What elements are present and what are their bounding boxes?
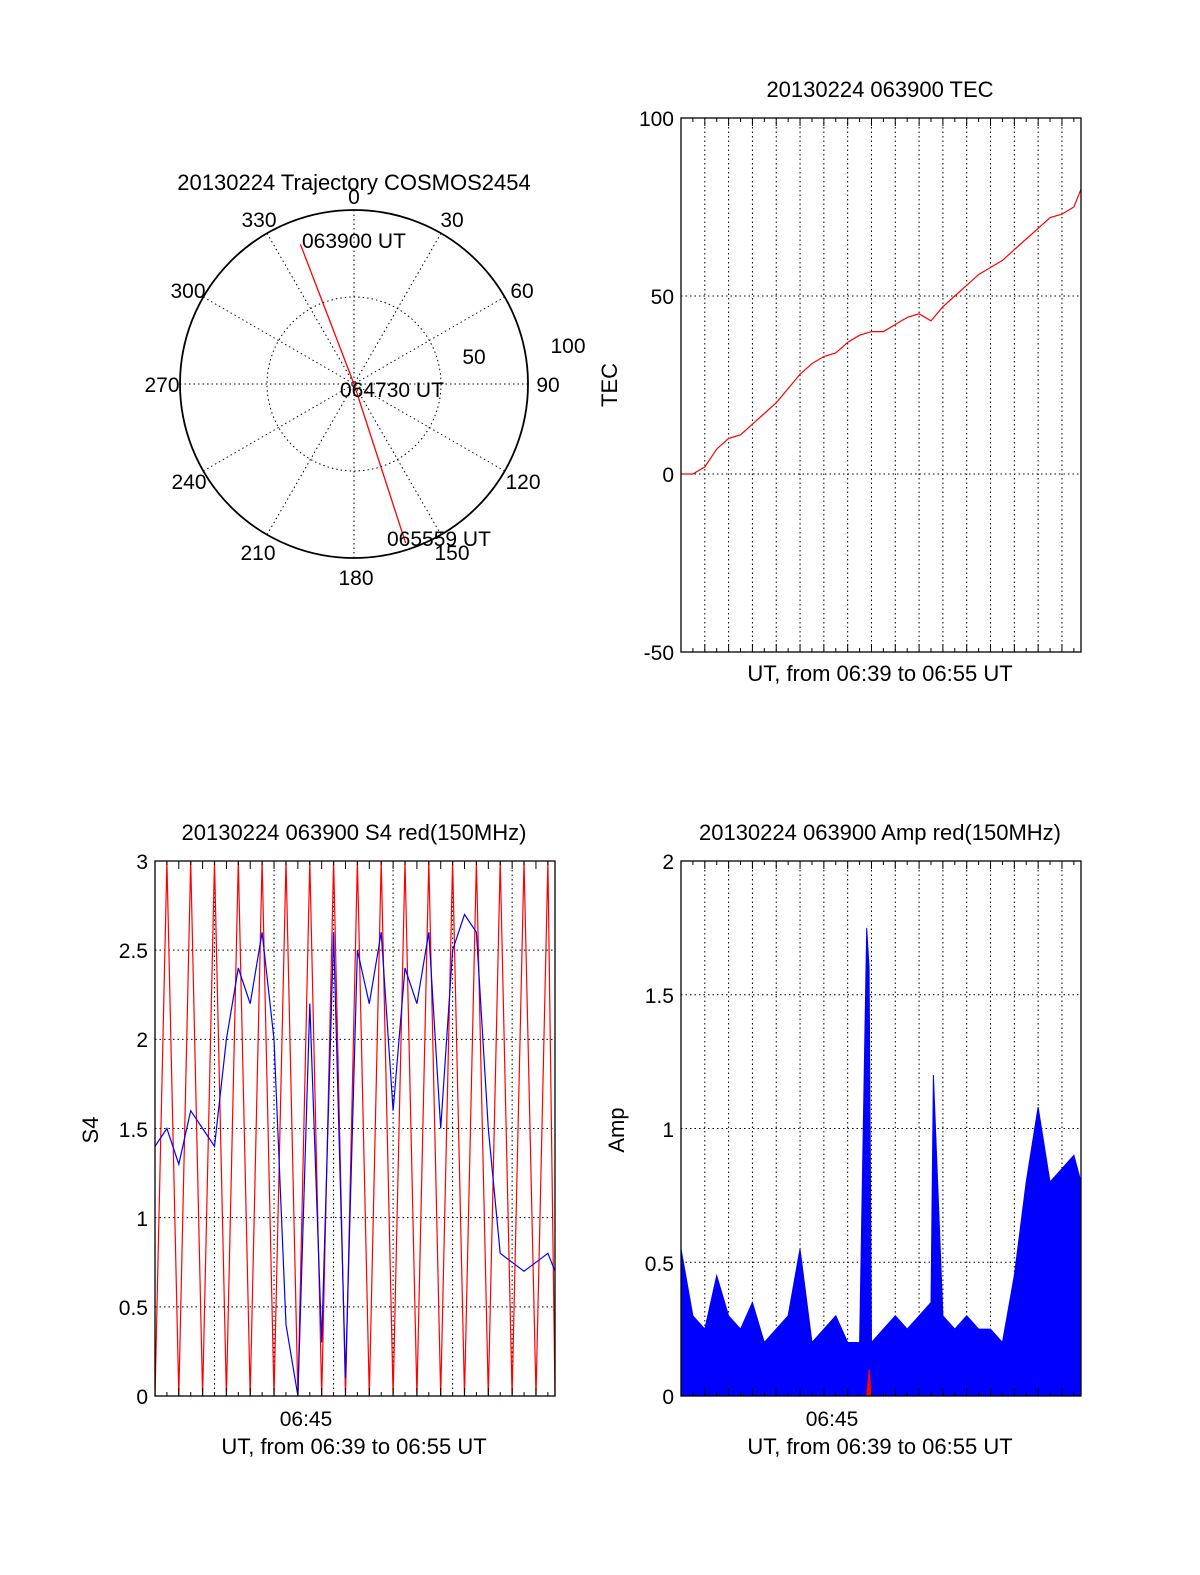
azimuth-label-60: 60 [510, 280, 533, 303]
amp-ytick-1-5: 1.5 [645, 985, 674, 1008]
tec-ticks [692, 118, 1075, 652]
tec-panel: 20130224 063900 TEC 100 50 0 -50 TEC UT,… [597, 77, 1082, 686]
trajectory-start-label: 063900 UT [302, 230, 406, 253]
azimuth-label-180: 180 [338, 567, 373, 590]
azimuth-label-210: 210 [240, 542, 275, 565]
amp-title: 20130224 063900 Amp red(150MHz) [699, 820, 1061, 845]
s4-ytick-2-5: 2.5 [119, 940, 148, 963]
elevation-label-100: 100 [550, 335, 585, 358]
azimuth-label-270: 270 [144, 374, 179, 397]
trajectory-mid-label: 064730 UT [340, 379, 444, 402]
amp-xtick-0645: 06:45 [806, 1408, 859, 1431]
s4-ytick-0-5: 0.5 [119, 1297, 148, 1320]
s4-ytick-3: 3 [136, 851, 148, 874]
tec-ytick-100: 100 [639, 108, 674, 131]
tec-xlabel: UT, from 06:39 to 06:55 UT [747, 661, 1012, 686]
azimuth-label-0: 0 [348, 186, 360, 209]
tec-ylabel: TEC [597, 363, 622, 407]
s4-xtick-0645: 06:45 [280, 1408, 333, 1431]
s4-frame [154, 860, 556, 1397]
azimuth-label-30: 30 [440, 209, 463, 232]
tec-title: 20130224 063900 TEC [766, 77, 993, 102]
s4-ylabel: S4 [78, 1117, 103, 1144]
s4-ytick-1: 1 [136, 1208, 148, 1231]
s4-ytick-1-5: 1.5 [119, 1119, 148, 1142]
s4-xlabel: UT, from 06:39 to 06:55 UT [221, 1434, 486, 1459]
s4-ytick-0: 0 [136, 1386, 148, 1409]
tec-series [681, 188, 1082, 475]
series-red-line [681, 188, 1082, 475]
azimuth-label-240: 240 [171, 471, 206, 494]
amp-ylabel: Amp [604, 1107, 629, 1152]
amp-panel: 20130224 063900 Amp red(150MHz) 2 1.5 1 … [604, 820, 1082, 1459]
series-blue-line [154, 913, 556, 1397]
series-blue-area [680, 927, 1082, 1397]
azimuth-label-150: 150 [434, 542, 469, 565]
s4-ticks [166, 861, 549, 1396]
s4-grid [155, 861, 555, 1396]
trajectory-end-label: 065559 UT [387, 528, 491, 551]
tec-grid [681, 118, 1081, 652]
elevation-label-50: 50 [462, 346, 485, 369]
amp-ytick-0: 0 [662, 1386, 674, 1409]
azimuth-label-120: 120 [505, 471, 540, 494]
trajectory-title: 20130224 Trajectory COSMOS2454 [177, 170, 530, 195]
amp-ticks [692, 861, 1075, 1396]
amp-ytick-1: 1 [662, 1119, 674, 1142]
s4-panel: 20130224 063900 S4 red(150MHz) 3 2.5 2 1… [78, 820, 556, 1459]
s4-title: 20130224 063900 S4 red(150MHz) [182, 820, 527, 845]
tec-ytick-minus50: -50 [644, 642, 674, 665]
amp-xlabel: UT, from 06:39 to 06:55 UT [747, 1434, 1012, 1459]
azimuth-label-90: 90 [536, 374, 559, 397]
amp-series [680, 927, 1082, 1397]
tec-ytick-0: 0 [662, 464, 674, 487]
amp-ytick-2: 2 [662, 851, 674, 874]
amp-frame [680, 860, 1082, 1397]
trajectory-panel: 20130224 Trajectory COSMOS2454 0 30 60 9… [144, 170, 585, 590]
azimuth-label-330: 330 [241, 209, 276, 232]
trajectory-line [299, 244, 407, 544]
amp-ytick-0-5: 0.5 [645, 1253, 674, 1276]
azimuth-label-300: 300 [170, 280, 205, 303]
tec-ytick-50: 50 [651, 286, 674, 309]
tec-frame [680, 117, 1082, 653]
s4-ytick-2: 2 [136, 1029, 148, 1052]
